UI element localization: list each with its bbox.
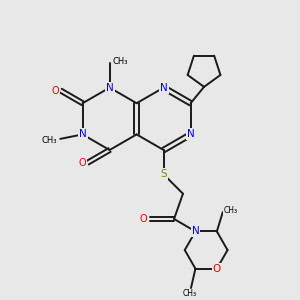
Text: CH₃: CH₃	[182, 290, 197, 298]
Text: CH₃: CH₃	[112, 57, 128, 66]
Text: N: N	[192, 226, 199, 236]
Text: O: O	[213, 264, 221, 274]
Text: N: N	[106, 82, 113, 93]
Text: CH₃: CH₃	[224, 206, 238, 215]
Text: N: N	[187, 129, 194, 140]
Text: N: N	[79, 129, 86, 140]
Text: O: O	[79, 158, 86, 168]
Text: O: O	[52, 85, 59, 96]
Text: S: S	[160, 169, 167, 179]
Text: N: N	[160, 82, 167, 93]
Text: CH₃: CH₃	[41, 136, 57, 145]
Text: O: O	[139, 214, 147, 224]
